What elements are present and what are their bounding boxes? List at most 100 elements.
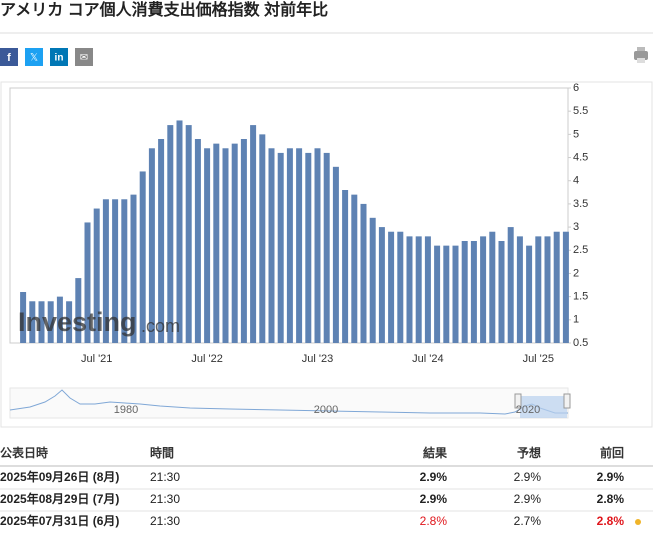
bar: [305, 152, 312, 343]
bar: [470, 241, 477, 343]
table-cell: 2.9%: [514, 492, 542, 506]
x-tick-label: Jul '24: [412, 353, 443, 365]
bar: [434, 245, 441, 343]
y-tick-label: 1.5: [573, 291, 588, 303]
bar: [84, 222, 91, 343]
table-header: 予想: [517, 445, 541, 460]
table-cell: 2025年08月29日 (7月): [0, 491, 119, 506]
bar: [332, 166, 339, 343]
bar: [93, 208, 100, 343]
table-cell: 2.9%: [514, 470, 542, 484]
bar: [415, 236, 422, 343]
table-cell: 21:30: [150, 514, 180, 528]
bar: [213, 143, 220, 343]
mail-icon: ✉: [80, 53, 88, 64]
bar: [112, 199, 119, 343]
bar: [507, 227, 514, 343]
bar: [259, 134, 266, 343]
x-tick-label: Jul '22: [191, 353, 222, 365]
bar: [176, 120, 183, 343]
table-header: 時間: [150, 445, 174, 460]
bar: [29, 301, 36, 343]
bar: [360, 203, 367, 343]
bar: [544, 236, 551, 343]
bar: [296, 148, 303, 343]
bar: [323, 152, 330, 343]
y-tick-label: 5: [573, 128, 579, 140]
facebook-icon: f: [7, 52, 11, 64]
bar: [148, 148, 155, 343]
bar: [222, 148, 229, 343]
bar: [378, 227, 385, 343]
facebook-button[interactable]: [0, 48, 18, 66]
bar: [461, 241, 468, 343]
print-button[interactable]: [634, 47, 648, 63]
bar: [277, 152, 284, 343]
table-header: 公表日時: [0, 445, 48, 460]
y-tick-label: 6: [573, 82, 579, 94]
navigator-label: 1980: [114, 404, 138, 416]
bar: [406, 236, 413, 343]
title: アメリカ コア個人消費支出価格指数 対前年比: [0, 0, 328, 19]
table-cell: 21:30: [150, 470, 180, 484]
x-button[interactable]: [25, 48, 43, 66]
linkedin-button[interactable]: [50, 48, 68, 66]
table-cell: 2025年09月26日 (8月): [0, 469, 119, 484]
table-cell: 2025年07月31日 (6月): [0, 513, 119, 528]
bar: [424, 236, 431, 343]
bar: [489, 231, 496, 343]
y-tick-label: 2.5: [573, 244, 588, 256]
bar: [397, 231, 404, 343]
y-tick-label: 3.5: [573, 198, 588, 210]
bar: [194, 139, 201, 343]
bar: [535, 236, 542, 343]
x-tick-label: Jul '21: [81, 353, 112, 365]
bar: [102, 199, 109, 343]
bar: [56, 296, 63, 343]
bar: [167, 125, 174, 343]
bar: [443, 245, 450, 343]
bar: [562, 231, 569, 343]
navigator: 1980 2000 2020: [9, 387, 571, 419]
alert-dot: [635, 519, 641, 525]
table-cell: 2.9%: [420, 492, 448, 506]
x-icon: 𝕏: [30, 53, 38, 64]
bar: [75, 278, 82, 343]
table-cell: 2.8%: [597, 514, 625, 528]
watermark: Investing: [18, 307, 137, 337]
bar: [38, 301, 45, 343]
bar: [526, 245, 533, 343]
bar: [204, 148, 211, 343]
y-tick-label: 1: [573, 314, 579, 326]
bar: [314, 148, 321, 343]
bar: [240, 139, 247, 343]
table-cell: 2.9%: [420, 470, 448, 484]
table-header: 結果: [423, 445, 447, 460]
bar: [553, 231, 560, 343]
mail-button[interactable]: [75, 48, 93, 66]
bar: [47, 301, 54, 343]
bar: [20, 292, 27, 343]
bar: [452, 245, 459, 343]
bar: [250, 125, 257, 343]
table-header: 前回: [600, 445, 624, 460]
watermark-suffix: .com: [141, 316, 180, 336]
bar: [286, 148, 293, 343]
bar: [185, 125, 192, 343]
linkedin-icon: in: [55, 53, 64, 64]
table-cell: 21:30: [150, 492, 180, 506]
x-tick-label: Jul '23: [302, 353, 333, 365]
bar: [66, 301, 73, 343]
y-tick-label: 2: [573, 267, 579, 279]
bar: [516, 236, 523, 343]
y-tick-label: 4: [573, 175, 579, 187]
y-tick-label: 4.5: [573, 151, 588, 163]
bar: [268, 148, 275, 343]
table-cell: 2.8%: [420, 514, 448, 528]
y-tick-label: 5.5: [573, 105, 588, 117]
y-tick-label: 0.5: [573, 337, 588, 349]
bar: [480, 236, 487, 343]
bar: [158, 139, 165, 343]
chart-frame: [0, 81, 653, 428]
